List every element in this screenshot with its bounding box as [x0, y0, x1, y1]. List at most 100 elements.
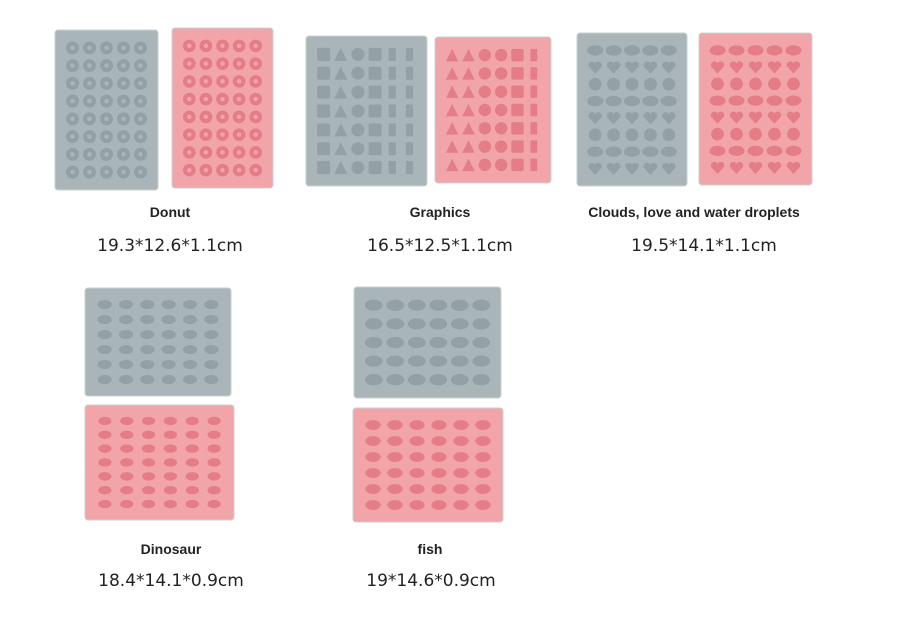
mold-cavity: [445, 122, 459, 135]
cavity-hole: [121, 98, 126, 104]
cavity-hole: [220, 79, 225, 84]
cavity-hole: [70, 116, 75, 122]
mold-cavity: [207, 444, 221, 453]
mold-cavity: [472, 336, 491, 349]
mold-cavity: [98, 416, 112, 426]
cavity-hole: [253, 96, 258, 102]
mold-cavity: [605, 95, 622, 107]
mold-cavity: [334, 104, 348, 118]
mold-tray: [353, 286, 502, 399]
mold-cavity: [388, 104, 396, 118]
mold-cavity: [462, 158, 475, 172]
mold-tray: [171, 27, 274, 189]
mold-cavity: [588, 162, 602, 175]
mold-tray: [698, 32, 813, 186]
mold-cavity: [409, 452, 425, 462]
mold-cavity: [767, 161, 782, 174]
cavity-hole: [104, 152, 109, 157]
mold-cavity: [605, 146, 622, 157]
mold-cavity: [445, 67, 459, 80]
mold-cavity: [660, 45, 677, 56]
mold-cavity: [409, 484, 425, 494]
mold-cavity: [204, 359, 219, 370]
mold-cavity: [204, 344, 219, 355]
mold-cavity: [365, 452, 381, 462]
cavity-hole: [138, 81, 143, 86]
mold-cavity: [431, 484, 447, 494]
mold-cavity: [462, 67, 475, 80]
mold-cavity: [161, 329, 176, 340]
mold-cavity: [588, 112, 602, 125]
mold-cavity: [494, 48, 508, 62]
mold-cavity: [453, 484, 469, 494]
mold-cavity: [642, 146, 659, 157]
mold-cavity: [161, 314, 176, 325]
mold-cavity: [142, 499, 156, 509]
cavity-hole: [138, 152, 143, 157]
mold-cavity: [185, 430, 199, 439]
mold-cavity: [364, 336, 383, 349]
mold-cavity: [431, 468, 447, 478]
mold-cavity: [662, 61, 676, 74]
mold-cavity: [710, 161, 725, 174]
mold-cavity: [120, 444, 134, 453]
mold-cavity: [163, 444, 177, 453]
mold-cavity: [710, 111, 725, 124]
cavity-hole: [236, 43, 242, 49]
mold-cavity: [351, 142, 365, 156]
mold-cavity: [163, 472, 177, 481]
mold-cavity: [98, 444, 112, 453]
cavity-hole: [236, 61, 242, 66]
mold-cavity: [530, 67, 538, 80]
cavity-hole: [203, 43, 209, 49]
mold-cavity: [475, 484, 491, 494]
mold-cavity: [453, 468, 469, 478]
product-size: 19*14.6*0.9cm: [366, 571, 495, 591]
mold-cavity: [98, 499, 112, 509]
cavity-hole: [104, 169, 109, 175]
mold-cavity: [429, 299, 448, 311]
mold-cavity: [729, 161, 744, 174]
cavity-hole: [187, 61, 192, 66]
mold-cavity: [786, 61, 801, 74]
cavity-hole: [203, 79, 209, 84]
mold-cavity: [207, 416, 221, 426]
mold-tray: [305, 35, 428, 187]
mold-cavity: [623, 146, 641, 157]
cavity-hole: [203, 96, 209, 102]
mold-cavity: [185, 458, 199, 467]
mold-cavity: [729, 111, 744, 124]
cavity-hole: [87, 45, 92, 51]
mold-cavity: [185, 416, 199, 426]
mold-cavity: [450, 374, 469, 386]
mold-cavity: [351, 104, 365, 118]
mold-cavity: [98, 472, 112, 481]
mold-cavity: [606, 112, 621, 125]
mold-cavity: [749, 77, 762, 91]
mold-cavity: [587, 45, 604, 56]
cavity-hole: [87, 169, 92, 175]
mold-cavity: [182, 299, 198, 310]
mold-cavity: [405, 123, 414, 137]
mold-cavity: [588, 61, 602, 74]
mold-cavity: [334, 85, 348, 99]
mold-cavity: [407, 336, 426, 349]
mold-cavity: [767, 111, 782, 124]
mold-cavity: [365, 484, 381, 494]
mold-cavity: [161, 299, 176, 310]
mold-cavity: [606, 162, 621, 175]
mold-cavity: [142, 430, 156, 439]
mold-cavity: [749, 127, 762, 141]
product-size: 16.5*12.5*1.1cm: [367, 236, 513, 256]
mold-cavity: [364, 374, 383, 386]
mold-cavity: [364, 355, 383, 367]
mold-cavity: [478, 140, 492, 153]
mold-cavity: [475, 468, 491, 478]
mold-cavity: [511, 48, 524, 62]
mold-cavity: [588, 77, 602, 91]
mold-cavity: [118, 314, 134, 325]
mold-cavity: [748, 161, 763, 174]
mold-cavity: [207, 430, 221, 439]
mold-cavity: [185, 486, 199, 495]
cavity-hole: [253, 114, 258, 120]
